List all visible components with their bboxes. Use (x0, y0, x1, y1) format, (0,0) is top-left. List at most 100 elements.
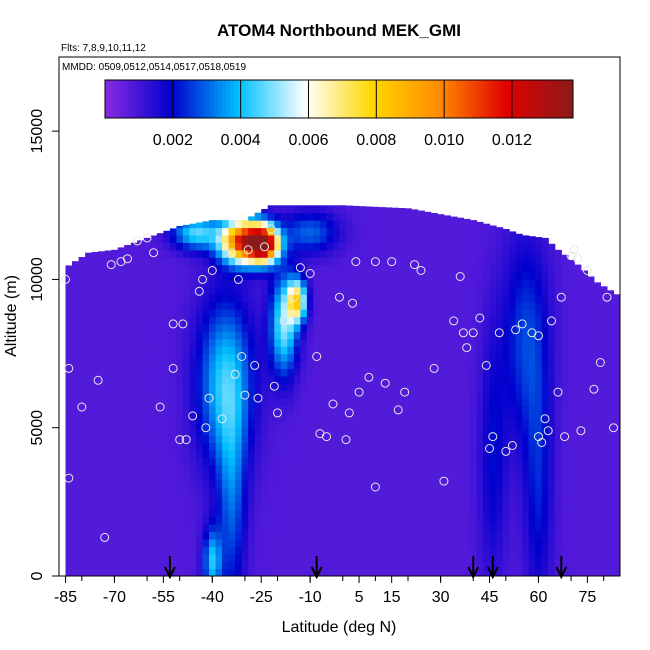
heatmap-cell (72, 412, 80, 421)
heatmap-cell (267, 205, 275, 214)
heatmap-cell (372, 353, 380, 362)
heatmap-cell (470, 509, 478, 518)
heatmap-cell (196, 442, 204, 451)
heatmap-cell (319, 249, 327, 258)
heatmap-cell (548, 494, 556, 503)
heatmap-cell (143, 420, 151, 429)
heatmap-cell (202, 294, 210, 303)
heatmap-cell (561, 264, 569, 273)
heatmap-cell (398, 220, 406, 229)
heatmap-cell (567, 286, 575, 295)
heatmap-cell (111, 338, 119, 347)
heatmap-cell (202, 501, 210, 510)
heatmap-cell (235, 405, 243, 414)
heatmap-cell (287, 205, 295, 214)
heatmap-cell (535, 264, 543, 273)
heatmap-cell (261, 264, 269, 273)
heatmap-cell (430, 457, 438, 466)
heatmap-cell (261, 249, 269, 258)
heatmap-cell (293, 249, 301, 258)
heatmap-cell (541, 435, 549, 444)
heatmap-cell (85, 257, 93, 266)
heatmap-cell (456, 227, 464, 236)
heatmap-cell (130, 294, 138, 303)
heatmap-cell (130, 249, 138, 258)
heatmap-cell (587, 457, 595, 466)
heatmap-cell (228, 301, 236, 310)
heatmap-cell (163, 249, 171, 258)
heatmap-cell (104, 383, 112, 392)
heatmap-cell (280, 338, 288, 347)
heatmap-cell (156, 309, 164, 318)
heatmap-cell (182, 501, 190, 510)
heatmap-cell (372, 301, 380, 310)
heatmap-cell (411, 383, 419, 392)
heatmap-cell (430, 264, 438, 273)
heatmap-cell (91, 472, 99, 481)
heatmap-cell (554, 479, 562, 488)
heatmap-cell (443, 346, 451, 355)
heatmap-cell (261, 361, 269, 369)
heatmap-cell (580, 286, 588, 295)
heatmap-cell (163, 494, 171, 503)
heatmap-cell (593, 398, 601, 407)
heatmap-cell (189, 323, 197, 332)
heatmap-cell (535, 479, 543, 488)
heatmap-cell (587, 346, 595, 355)
heatmap-cell (261, 242, 269, 251)
heatmap-cell (476, 538, 484, 547)
heatmap-cell (189, 412, 197, 421)
heatmap-cell (117, 279, 125, 288)
heatmap-cell (496, 553, 504, 562)
heatmap-cell (202, 272, 210, 280)
heatmap-cell (98, 301, 106, 310)
heatmap-cell (163, 553, 171, 562)
heatmap-cell (574, 427, 582, 436)
heatmap-cell (130, 479, 138, 488)
heatmap-cell (463, 538, 471, 547)
heatmap-cell (443, 286, 451, 295)
heatmap-cell (404, 457, 412, 466)
heatmap-cell (574, 368, 582, 377)
heatmap-cell (580, 368, 588, 377)
heatmap-cell (274, 398, 282, 407)
heatmap-cell (398, 538, 406, 547)
heatmap-cell (593, 501, 601, 510)
heatmap-cell (228, 509, 236, 518)
measurement-point (217, 414, 227, 424)
heatmap-cell (496, 450, 504, 458)
heatmap-cell (111, 412, 119, 421)
heatmap-cell (456, 361, 464, 369)
heatmap-cell (169, 427, 177, 436)
heatmap-cell (300, 346, 308, 355)
heatmap-cell (176, 546, 184, 555)
heatmap-cell (313, 220, 321, 229)
heatmap-cell (91, 568, 99, 576)
heatmap-cell (300, 487, 308, 495)
heatmap-cell (365, 509, 373, 518)
heatmap-cell (306, 257, 314, 266)
heatmap-cell (522, 538, 530, 547)
heatmap-cell (78, 420, 86, 429)
heatmap-cell (306, 553, 314, 562)
heatmap-cell (156, 457, 164, 466)
heatmap-cell (489, 294, 497, 303)
heatmap-cell (267, 346, 275, 355)
colorbar-segment (112, 80, 118, 118)
colorbar-segment (561, 80, 566, 118)
heatmap-cell (293, 464, 301, 473)
heatmap-cell (593, 390, 601, 399)
heatmap-cell (254, 346, 262, 355)
heatmap-cell (548, 390, 556, 399)
heatmap-cell (404, 375, 412, 384)
heatmap-cell (496, 361, 504, 369)
heatmap-cell (385, 346, 393, 355)
heatmap-cell (274, 509, 282, 518)
heatmap-cell (411, 561, 419, 570)
heatmap-cell (85, 272, 93, 280)
heatmap-cell (104, 538, 112, 547)
heatmap-cell (346, 242, 354, 251)
heatmap-cell (365, 546, 373, 555)
heatmap-cell (235, 294, 243, 303)
heatmap-cell (417, 210, 425, 214)
